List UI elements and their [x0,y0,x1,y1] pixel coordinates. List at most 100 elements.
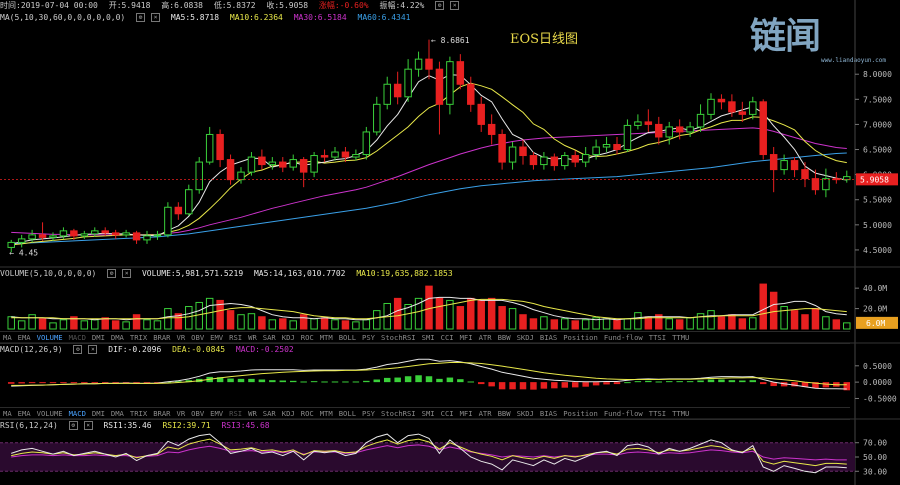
settings-icon[interactable]: ⚙ [73,345,83,354]
volume-bar [331,319,339,330]
high-annotation: ← 8.6861 [431,36,470,45]
settings-icon[interactable]: ⚙ [68,421,78,430]
price-axis-tick-label: 8.0000 [863,70,892,79]
tab-ema[interactable]: EMA [17,333,31,342]
tab-trix[interactable]: TRIX [129,333,148,342]
tab-skdj[interactable]: SKDJ [516,333,534,342]
tab-bbw[interactable]: BBW [497,409,511,418]
macd-bar [49,382,57,384]
settings-icon[interactable]: ⚙ [107,269,117,278]
tab-obv[interactable]: OBV [191,333,205,342]
volume-legend: VOLUME(5,10,0,0,0,0) ⚙ × VOLUME:5,981,571… [0,269,459,279]
tab-position[interactable]: Position [563,409,598,418]
tab-volume[interactable]: VOLUME [36,333,63,342]
rsi-axis-tick-label: 50.00 [863,453,887,462]
tab-rsi[interactable]: RSI [229,333,243,342]
macd-bar [436,378,443,383]
tab-mfi[interactable]: MFI [459,409,473,418]
tab-smi[interactable]: SMI [421,409,435,418]
volume-tag-label: 6.0M [866,319,885,328]
tab-ttmu[interactable]: TTMU [672,333,690,342]
volume-bar [581,319,590,330]
tab-atr[interactable]: ATR [478,409,492,418]
tab-boll[interactable]: BOLL [338,409,357,418]
candle-body [352,154,360,158]
candle-body [341,151,350,158]
tab-ttmu[interactable]: TTMU [672,409,690,418]
tab-trix[interactable]: TRIX [129,409,148,418]
tab-rsi[interactable]: RSI [229,409,243,418]
tab-ttsi[interactable]: TTSI [648,409,667,418]
tab-vr[interactable]: VR [176,409,186,418]
tab-vr[interactable]: VR [176,333,186,342]
tab-kdj[interactable]: KDJ [281,333,295,342]
tab-position[interactable]: Position [563,333,598,342]
tab-sar[interactable]: SAR [262,409,276,418]
tab-wr[interactable]: WR [248,333,257,342]
tab-emv[interactable]: EMV [210,333,224,342]
tab-smi[interactable]: SMI [421,333,435,342]
tab-brar[interactable]: BRAR [153,409,171,418]
tab-ema[interactable]: EMA [17,409,31,418]
candle-body [592,146,600,156]
candle-body [843,176,851,181]
macd-bar [258,379,266,383]
macd-bar [624,382,631,384]
volume-bar [487,297,496,330]
tab-macd[interactable]: MACD [68,333,86,342]
candle-body [91,230,99,235]
rsi-band [0,442,855,472]
macd-bar [697,380,704,383]
indicator-tabs-volume: MA EMA VOLUME MACD DMI DMA TRIX BRAR VR OBV EMV RSI… [0,331,850,344]
settings-icon[interactable]: ⚙ [435,1,445,10]
tab-kdj[interactable]: KDJ [281,409,295,418]
tab-boll[interactable]: BOLL [338,333,357,342]
tab-mtm[interactable]: MTM [319,333,333,342]
volume-bar [498,306,506,330]
tab-ma[interactable]: MA [3,409,12,418]
tab-mfi[interactable]: MFI [459,333,473,342]
tab-fund-flow[interactable]: Fund-flow [603,333,643,342]
tab-brar[interactable]: BRAR [153,333,171,342]
tab-roc[interactable]: ROC [300,409,314,418]
volume-bar [623,318,632,330]
tab-psy[interactable]: PSY [362,409,376,418]
tab-atr[interactable]: ATR [478,333,492,342]
tab-roc[interactable]: ROC [300,333,314,342]
tab-dmi[interactable]: DMI [91,333,105,342]
close-icon[interactable]: × [88,345,98,354]
tab-sar[interactable]: SAR [262,333,276,342]
close-icon[interactable]: × [151,13,161,22]
tab-bbw[interactable]: BBW [497,333,511,342]
tab-stochrsi[interactable]: StochRSI [381,333,416,342]
price-axis-tick-label: 7.0000 [863,120,892,129]
tab-bias[interactable]: BIAS [539,333,558,342]
tab-ttsi[interactable]: TTSI [648,333,667,342]
settings-icon[interactable]: ⚙ [136,13,146,22]
tab-bias[interactable]: BIAS [539,409,558,418]
tab-ma[interactable]: MA [3,333,12,342]
tab-cci[interactable]: CCI [440,409,454,418]
volume-bar [164,308,172,330]
tab-macd[interactable]: MACD [68,409,86,418]
volume-bar [7,316,15,330]
tab-emv[interactable]: EMV [210,409,224,418]
tab-wr[interactable]: WR [248,409,257,418]
volume-bar [153,320,162,330]
tab-cci[interactable]: CCI [440,333,454,342]
tab-dma[interactable]: DMA [110,409,124,418]
tab-obv[interactable]: OBV [191,409,205,418]
candle-body [561,155,569,167]
tab-dma[interactable]: DMA [110,333,124,342]
tab-stochrsi[interactable]: StochRSI [381,409,416,418]
tab-fund-flow[interactable]: Fund-flow [603,409,643,418]
candle-body [164,206,172,236]
tab-skdj[interactable]: SKDJ [516,409,534,418]
tab-volume[interactable]: VOLUME [36,409,63,418]
tab-mtm[interactable]: MTM [319,409,333,418]
close-icon[interactable]: × [450,1,460,10]
tab-dmi[interactable]: DMI [91,409,105,418]
close-icon[interactable]: × [122,269,132,278]
close-icon[interactable]: × [83,421,93,430]
tab-psy[interactable]: PSY [362,333,376,342]
